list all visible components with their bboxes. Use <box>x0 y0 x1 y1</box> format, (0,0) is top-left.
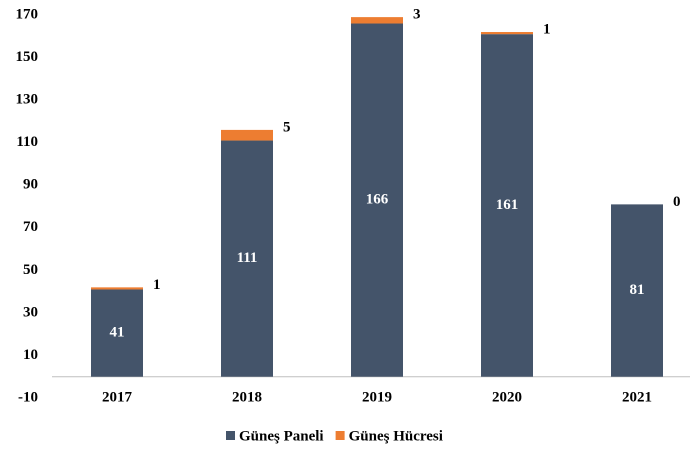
bar-segment <box>221 140 273 377</box>
data-label: 1 <box>153 277 161 293</box>
y-tick-label: 30 <box>23 304 38 320</box>
y-tick-label: 150 <box>16 49 39 65</box>
x-tick-label: 2018 <box>232 389 262 405</box>
bar-segment <box>221 129 273 141</box>
data-label: 111 <box>237 250 258 266</box>
legend-label: Güneş Hücresi <box>349 428 443 444</box>
y-tick-label: 10 <box>23 347 38 363</box>
data-label: 3 <box>413 7 421 23</box>
data-label: 166 <box>366 192 389 208</box>
y-tick-label: 90 <box>23 177 38 193</box>
y-tick-label: 70 <box>23 219 38 235</box>
y-tick-label: 50 <box>23 262 38 278</box>
bar-segment <box>91 287 143 290</box>
data-label: 0 <box>673 194 681 210</box>
legend-swatch <box>335 431 345 440</box>
data-label: 81 <box>630 282 645 298</box>
bar-segment <box>611 204 663 377</box>
x-tick-label: 2020 <box>492 389 522 405</box>
legend-label: Güneş Paneli <box>239 428 324 444</box>
data-label: 5 <box>283 119 291 135</box>
y-tick-label: 110 <box>16 134 38 150</box>
x-tick-label: 2019 <box>362 389 392 405</box>
x-tick-label: 2017 <box>102 389 133 405</box>
bar-segment <box>481 34 533 377</box>
bar-segment <box>351 23 403 377</box>
x-tick-label: 2021 <box>622 389 652 405</box>
bar-segment <box>351 17 403 24</box>
y-tick-label: 170 <box>16 6 39 22</box>
data-label: 161 <box>496 197 519 213</box>
data-label: 1 <box>543 21 551 37</box>
data-label: 41 <box>110 325 125 341</box>
bar-segment <box>91 289 143 377</box>
y-tick-label: 130 <box>16 92 39 108</box>
bar-segment <box>481 32 533 35</box>
y-tick-label: -10 <box>18 389 38 405</box>
legend-swatch <box>226 431 235 440</box>
